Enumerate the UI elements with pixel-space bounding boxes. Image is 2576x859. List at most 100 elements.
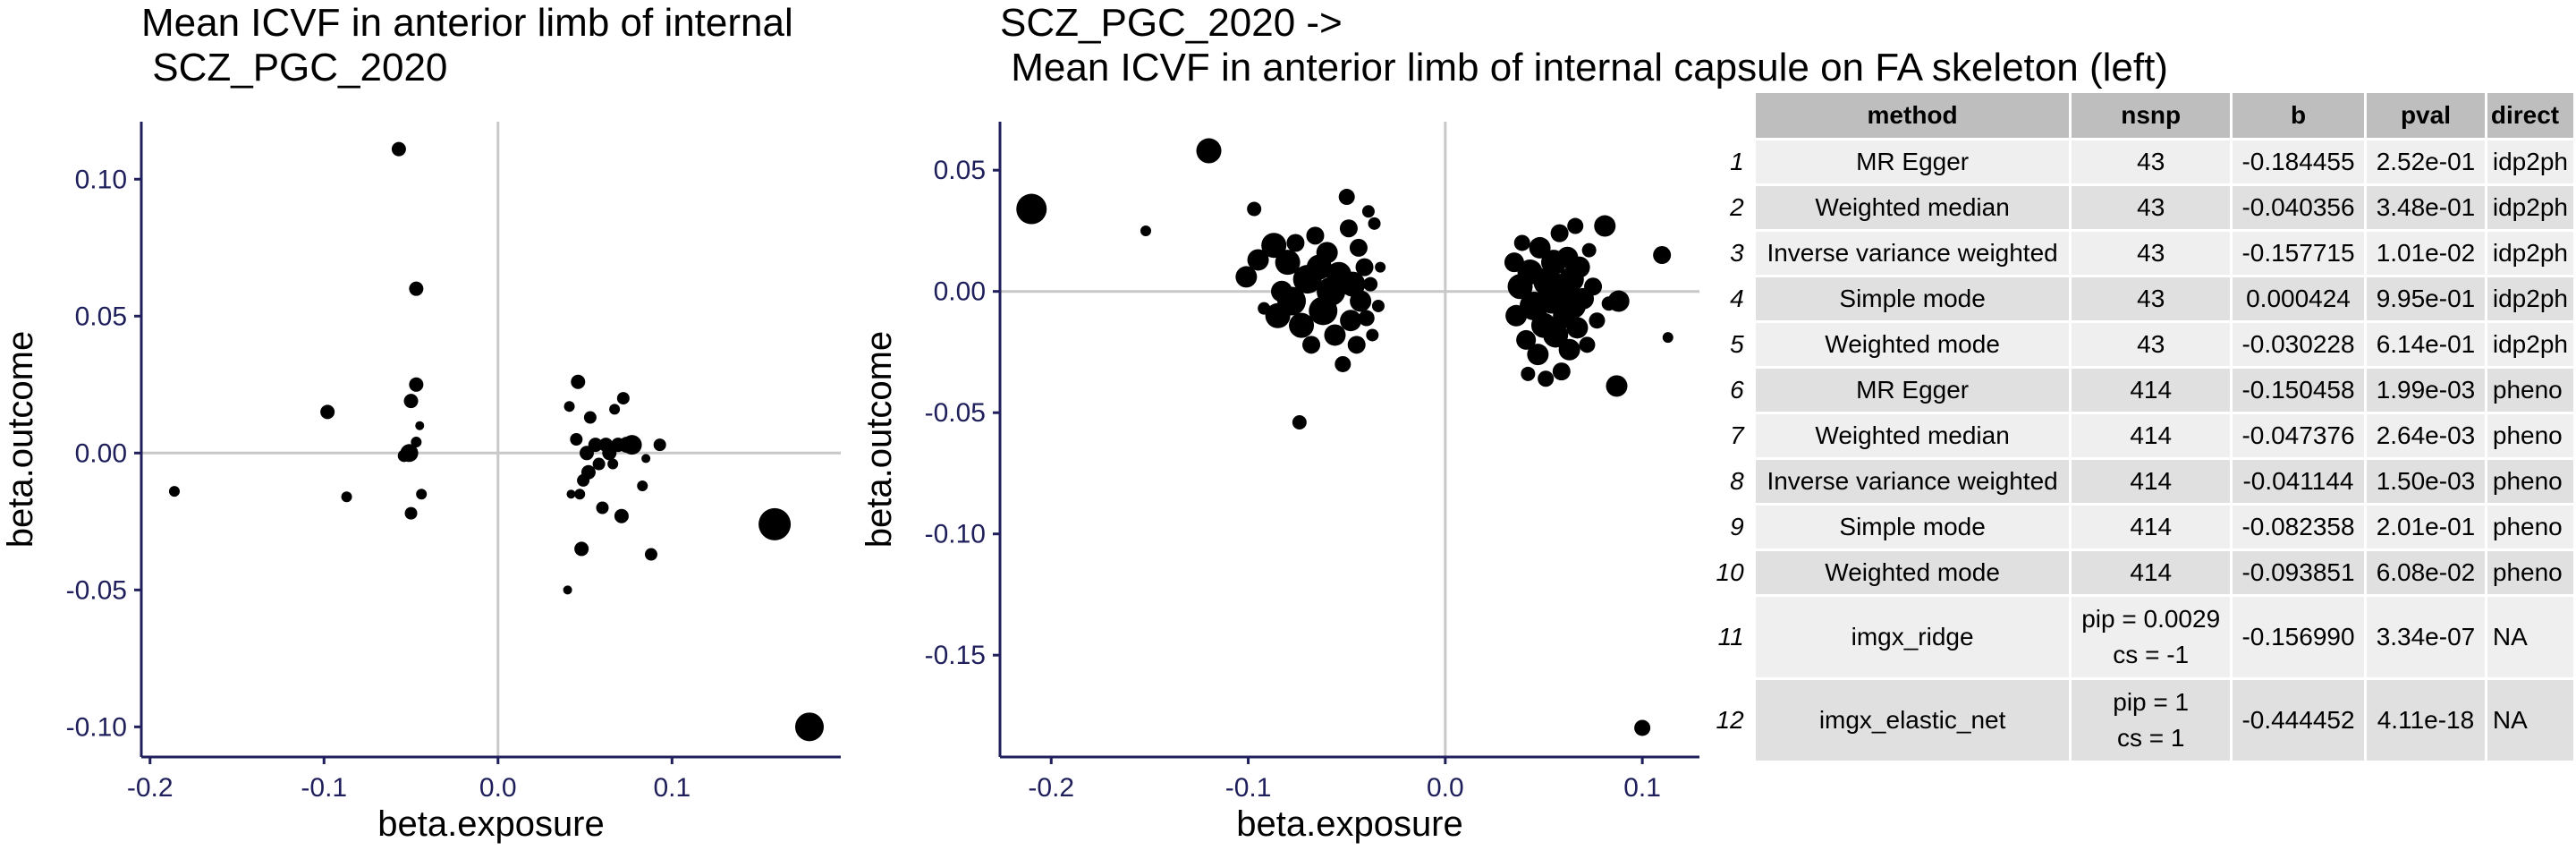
- data-point: [1521, 366, 1536, 381]
- y-axis-title: beta.outcome: [860, 331, 899, 548]
- data-point: [1306, 226, 1325, 245]
- chart-subtitle: Mean ICVF in anterior limb of internal c…: [1000, 46, 2168, 89]
- cell-nsnp: pip = 0.0029 cs = -1: [2070, 595, 2233, 680]
- cell-nsnp-pip: pip = 1: [2113, 688, 2190, 716]
- x-tick-label: -0.2: [127, 773, 174, 803]
- cell-b: -0.041144: [2231, 458, 2368, 506]
- data-point: [1355, 258, 1374, 276]
- cell-b: -0.082358: [2231, 504, 2368, 551]
- cell-method: Simple mode: [1754, 276, 2072, 323]
- cell-nsnp: 414: [2070, 458, 2233, 506]
- row-number: 5: [1710, 321, 1756, 369]
- data-point: [1579, 336, 1596, 353]
- cell-nsnp: 43: [2070, 184, 2233, 232]
- cell-method: Weighted median: [1754, 184, 2072, 232]
- cell-direction: idp2ph: [2486, 230, 2576, 277]
- row-number: 11: [1710, 595, 1756, 680]
- table-row: 10 Weighted mode 414 -0.093851 6.08e-02 pheno: [1710, 549, 2576, 597]
- data-point: [1347, 336, 1366, 354]
- table-row: 6 MR Egger 414 -0.150458 1.99e-03 pheno: [1710, 367, 2576, 414]
- data-point: [1340, 310, 1362, 332]
- data-point: [1513, 234, 1530, 251]
- data-point: [411, 437, 422, 448]
- row-number: 8: [1710, 458, 1756, 506]
- cell-method: Inverse variance weighted: [1754, 230, 2072, 277]
- table-row: 7 Weighted median 414 -0.047376 2.64e-03 phen…: [1710, 412, 2576, 460]
- cell-direction: idp2ph: [2486, 321, 2576, 369]
- data-point: [1527, 344, 1549, 366]
- data-point: [168, 486, 180, 498]
- cell-b: -0.184455: [2231, 139, 2368, 186]
- table-row: 11 imgx_ridge pip = 0.0029 cs = -1 -0.156990…: [1710, 595, 2576, 680]
- data-point: [403, 394, 419, 409]
- data-point: [1371, 299, 1385, 312]
- data-point: [637, 481, 648, 492]
- cell-pval: 2.64e-03: [2365, 412, 2487, 460]
- y-tick-label: 0.00: [934, 277, 986, 307]
- y-tick-label: 0.05: [934, 156, 986, 185]
- data-point: [1289, 312, 1315, 338]
- column-header-pval: pval: [2365, 93, 2487, 140]
- cell-pval: 6.14e-01: [2365, 321, 2487, 369]
- data-point: [1358, 310, 1375, 327]
- cell-method: Inverse variance weighted: [1754, 458, 2072, 506]
- x-tick-label: -0.1: [1225, 773, 1272, 803]
- cell-method: Weighted median: [1754, 412, 2072, 460]
- data-point: [609, 404, 621, 415]
- cell-method: imgx_ridge: [1754, 595, 2072, 680]
- data-point: [1350, 290, 1372, 312]
- data-point: [1568, 256, 1590, 278]
- data-point: [1550, 224, 1569, 242]
- cell-nsnp: 43: [2070, 276, 2233, 323]
- cell-b: -0.030228: [2231, 321, 2368, 369]
- data-point: [1552, 362, 1571, 381]
- cell-b: -0.444452: [2231, 678, 2368, 763]
- data-point: [1653, 246, 1672, 265]
- data-point: [416, 489, 428, 500]
- y-tick-label: -0.10: [66, 712, 127, 742]
- table-header-row: method nsnp b pval direct: [1710, 93, 2576, 140]
- row-number: 4: [1710, 276, 1756, 323]
- cell-nsnp: 414: [2070, 367, 2233, 414]
- data-point: [570, 433, 583, 446]
- table-row: 1 MR Egger 43 -0.184455 2.52e-01 idp2ph: [1710, 139, 2576, 186]
- cell-nsnp: 414: [2070, 549, 2233, 597]
- cell-direction: pheno: [2486, 412, 2576, 460]
- data-point: [644, 548, 657, 561]
- table-row: 2 Weighted median 43 -0.040356 3.48e-01 idp2p…: [1710, 184, 2576, 232]
- data-point: [1292, 415, 1307, 430]
- data-point: [1277, 286, 1307, 316]
- data-point: [607, 458, 619, 470]
- data-point: [341, 491, 352, 503]
- data-point: [588, 438, 603, 453]
- data-point: [1275, 250, 1301, 276]
- data-point: [1368, 217, 1381, 230]
- x-tick-label: 0.1: [1623, 773, 1661, 803]
- row-number: 7: [1710, 412, 1756, 460]
- cell-b: -0.093851: [2231, 549, 2368, 597]
- data-point: [1594, 215, 1616, 237]
- data-point: [592, 457, 606, 471]
- cell-direction: pheno: [2486, 549, 2576, 597]
- y-tick-label: -0.15: [925, 641, 986, 670]
- row-number: 3: [1710, 230, 1756, 277]
- cell-direction: pheno: [2486, 367, 2576, 414]
- data-point: [1247, 201, 1262, 217]
- cell-pval: 9.95e-01: [2365, 276, 2487, 323]
- cell-nsnp: pip = 1 cs = 1: [2070, 678, 2233, 763]
- data-point: [1361, 205, 1375, 218]
- data-point: [641, 454, 651, 464]
- data-point: [1302, 336, 1321, 354]
- data-point: [1566, 317, 1589, 339]
- column-header-nsnp: nsnp: [2070, 93, 2233, 140]
- cell-direction: NA: [2486, 678, 2576, 763]
- data-point: [1286, 234, 1305, 252]
- data-point: [1516, 329, 1537, 350]
- cell-direction: idp2ph: [2486, 184, 2576, 232]
- data-point: [1634, 719, 1651, 736]
- data-point: [1261, 233, 1287, 259]
- data-point: [653, 438, 666, 452]
- x-axis-title: beta.exposure: [377, 804, 605, 844]
- y-tick-label: 0.00: [75, 438, 127, 468]
- cell-direction: idp2ph: [2486, 276, 2576, 323]
